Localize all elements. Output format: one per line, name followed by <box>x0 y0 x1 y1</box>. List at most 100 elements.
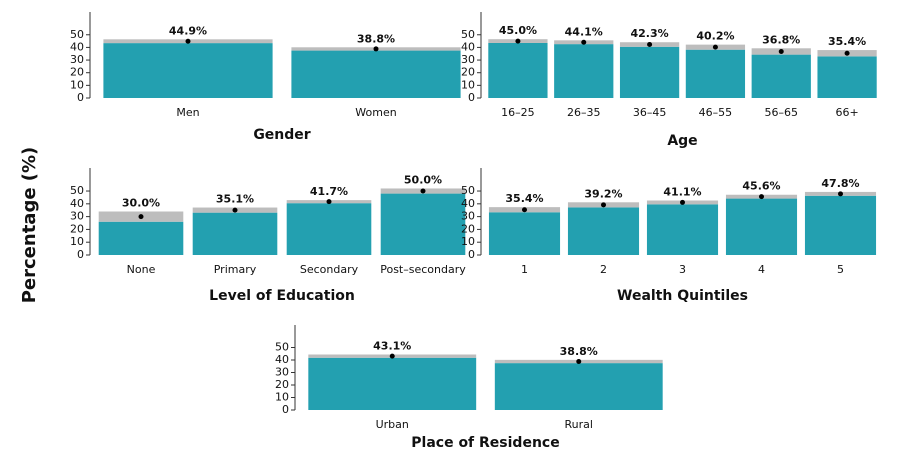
point <box>581 39 587 45</box>
bar <box>685 49 746 98</box>
point <box>420 188 426 194</box>
point <box>373 46 379 52</box>
bar <box>725 198 798 255</box>
y-tick-label: 20 <box>275 378 289 391</box>
y-tick-label: 50 <box>70 184 84 197</box>
point <box>647 42 653 48</box>
value-label: 45.6% <box>742 180 780 193</box>
y-tick-label: 50 <box>461 184 475 197</box>
value-label: 38.8% <box>357 32 395 45</box>
bar <box>554 44 614 98</box>
x-tick-label: Post–secondary <box>380 263 466 276</box>
y-tick-label: 0 <box>77 248 84 261</box>
point <box>576 359 582 364</box>
point <box>326 199 332 205</box>
y-tick-label: 20 <box>70 222 84 235</box>
y-tick-label: 40 <box>70 40 84 53</box>
y-tick-label: 50 <box>461 28 475 41</box>
y-tick-label: 30 <box>275 366 289 379</box>
point <box>515 38 521 44</box>
bar <box>751 54 811 98</box>
bar <box>804 195 877 255</box>
x-tick-label: 36–45 <box>633 106 667 119</box>
x-tick-label: 46–55 <box>699 106 733 119</box>
bar <box>619 46 680 98</box>
bar <box>380 193 466 255</box>
x-tick-label: Rural <box>565 418 593 431</box>
point <box>232 207 238 213</box>
y-tick-label: 30 <box>70 53 84 66</box>
bar <box>494 363 663 410</box>
y-tick-label: 30 <box>70 210 84 223</box>
point <box>138 214 144 220</box>
x-tick-label: 66+ <box>835 106 858 119</box>
x-tick-label: 4 <box>758 263 765 276</box>
x-tick-label: 56–65 <box>765 106 799 119</box>
y-tick-label: 10 <box>70 78 84 91</box>
x-tick-label: Men <box>176 106 199 119</box>
bar <box>291 50 461 98</box>
value-label: 35.1% <box>216 193 254 206</box>
x-tick-label: Primary <box>214 263 257 276</box>
y-tick-label: 10 <box>275 391 289 404</box>
bar <box>488 212 561 255</box>
bar <box>192 212 278 255</box>
point <box>712 44 718 50</box>
x-tick-label: None <box>127 263 156 276</box>
y-axis-label: Percentage (%) <box>19 147 40 304</box>
y-tick-label: 50 <box>70 28 84 41</box>
x-axis-label: Level of Education <box>209 288 355 304</box>
value-label: 42.3% <box>630 27 668 40</box>
point <box>522 207 527 213</box>
value-label: 50.0% <box>404 173 442 186</box>
point <box>844 50 850 56</box>
value-label: 44.9% <box>169 24 207 37</box>
value-label: 41.1% <box>663 185 701 198</box>
y-tick-label: 0 <box>282 403 289 416</box>
x-tick-label: 16–25 <box>501 106 535 119</box>
value-label: 41.7% <box>310 185 348 198</box>
point <box>759 194 764 200</box>
value-label: 36.8% <box>762 33 800 46</box>
x-tick-label: 3 <box>679 263 686 276</box>
value-label: 35.4% <box>828 35 866 48</box>
x-axis-label: Age <box>667 133 697 149</box>
y-tick-label: 0 <box>468 91 475 104</box>
y-tick-label: 30 <box>461 53 475 66</box>
value-label: 39.2% <box>584 187 622 200</box>
x-tick-label: Urban <box>376 418 409 431</box>
point <box>185 38 191 44</box>
x-axis-label: Gender <box>253 127 310 143</box>
y-tick-label: 20 <box>461 222 475 235</box>
y-tick-label: 20 <box>70 66 84 79</box>
point <box>680 199 685 205</box>
x-tick-label: 1 <box>521 263 528 276</box>
x-tick-label: Women <box>355 106 396 119</box>
y-tick-label: 40 <box>461 197 475 210</box>
y-tick-label: 30 <box>461 210 475 223</box>
value-label: 45.0% <box>499 24 537 37</box>
y-tick-label: 50 <box>275 341 289 354</box>
bar <box>103 43 273 98</box>
bar <box>98 221 184 255</box>
value-label: 35.4% <box>505 192 543 205</box>
value-label: 44.1% <box>565 25 603 38</box>
x-tick-label: 5 <box>837 263 844 276</box>
y-tick-label: 10 <box>70 235 84 248</box>
point <box>389 353 395 359</box>
bar <box>286 203 372 255</box>
y-tick-label: 40 <box>275 353 289 366</box>
y-tick-label: 0 <box>77 91 84 104</box>
x-tick-label: 26–35 <box>567 106 601 119</box>
y-tick-label: 10 <box>461 78 475 91</box>
point <box>778 48 784 54</box>
value-label: 30.0% <box>122 197 160 210</box>
value-label: 43.1% <box>373 340 411 353</box>
bar <box>646 204 719 255</box>
y-tick-label: 0 <box>468 248 475 261</box>
point <box>838 191 843 197</box>
bar <box>567 207 640 255</box>
bar <box>488 42 548 98</box>
value-label: 38.8% <box>560 345 598 358</box>
